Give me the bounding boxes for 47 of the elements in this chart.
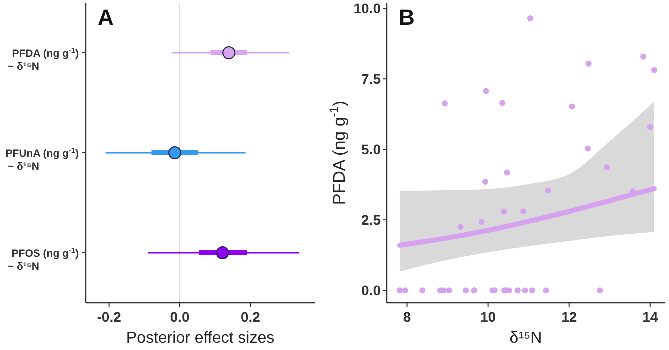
point [420, 288, 426, 294]
point [514, 288, 521, 294]
point [527, 16, 534, 22]
point [402, 288, 408, 294]
point [586, 60, 592, 67]
x-tick-label: 12 [562, 309, 578, 325]
point [585, 146, 592, 152]
point [482, 179, 488, 186]
y-tick-label: 5.0 [362, 142, 382, 158]
x-tick-label: 0.0 [170, 309, 190, 325]
point [640, 54, 647, 60]
point [569, 104, 576, 110]
point [446, 288, 452, 294]
point [522, 288, 528, 294]
chart-title: B [399, 5, 415, 30]
x-tick-label: 0.2 [240, 309, 261, 325]
point [483, 88, 490, 94]
x-tick-label: -0.2 [97, 309, 122, 325]
category-label: PFDA (ng g$^{-1}$) ~ δ¹⁵N [8, 46, 79, 73]
category-label: PFUnA (ng g$^{-1}$) ~ δ¹⁵N [6, 146, 79, 173]
y-tick-label: 10.0 [354, 0, 382, 17]
point [396, 288, 403, 294]
point [504, 170, 510, 176]
x-axis-title: δ¹⁵N [510, 330, 542, 347]
x-tick-label: 14 [642, 309, 658, 325]
point [529, 288, 536, 294]
chart-title: A [98, 5, 114, 30]
category-label: PFOS (ng g$^{-1}$) ~ δ¹⁵N [8, 246, 79, 273]
point [478, 219, 485, 226]
point [604, 164, 610, 171]
y-tick-label: 7.5 [362, 71, 382, 88]
point [597, 288, 604, 294]
point [463, 288, 470, 294]
point [651, 67, 658, 74]
x-axis-title: Posterior effect sizes [126, 330, 275, 347]
point [647, 124, 654, 130]
point [499, 100, 506, 106]
x-tick-label: 8 [403, 309, 412, 325]
point [543, 288, 550, 294]
y-tick-label: 0.0 [362, 282, 382, 299]
point [501, 208, 508, 215]
y-tick-label: 2.5 [362, 212, 382, 228]
point [442, 100, 448, 107]
point [545, 188, 552, 194]
x-tick-label: 10 [480, 309, 496, 325]
point [520, 208, 527, 215]
point [458, 224, 464, 230]
